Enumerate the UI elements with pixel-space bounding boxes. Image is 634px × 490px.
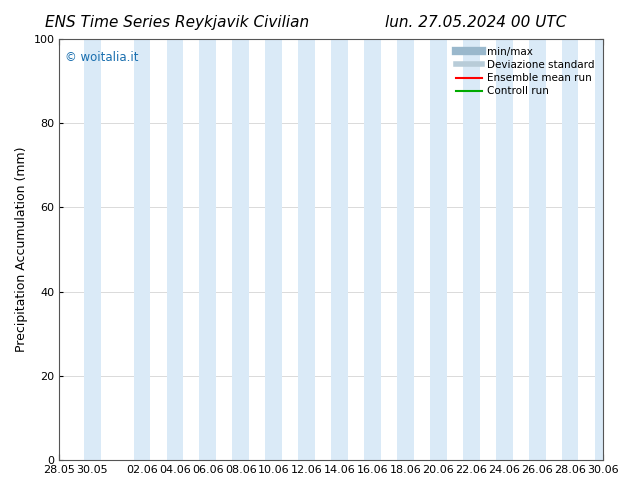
Bar (398, 39, 414, 460)
Bar (233, 39, 249, 460)
Bar (299, 39, 315, 460)
Legend: min/max, Deviazione standard, Ensemble mean run, Controll run: min/max, Deviazione standard, Ensemble m… (453, 44, 598, 99)
Bar (365, 39, 381, 460)
Bar (430, 39, 446, 460)
Bar (266, 39, 282, 460)
Bar (562, 39, 578, 460)
Bar (134, 39, 150, 460)
Bar (200, 39, 216, 460)
Bar (167, 39, 183, 460)
Bar (332, 39, 348, 460)
Y-axis label: Precipitation Accumulation (mm): Precipitation Accumulation (mm) (15, 147, 28, 352)
Bar (595, 39, 611, 460)
Bar (529, 39, 545, 460)
Text: © woitalia.it: © woitalia.it (65, 51, 138, 64)
Bar (496, 39, 512, 460)
Bar (463, 39, 479, 460)
Text: lun. 27.05.2024 00 UTC: lun. 27.05.2024 00 UTC (385, 15, 566, 30)
Bar (84, 39, 101, 460)
Text: ENS Time Series Reykjavik Civilian: ENS Time Series Reykjavik Civilian (46, 15, 309, 30)
